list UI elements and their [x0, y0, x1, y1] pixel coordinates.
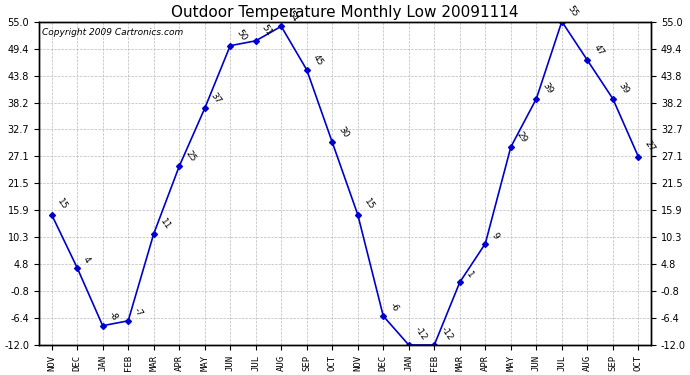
- Text: 37: 37: [209, 91, 223, 106]
- Text: 55: 55: [566, 4, 580, 19]
- Text: 54: 54: [286, 9, 299, 24]
- Text: 39: 39: [540, 81, 555, 96]
- Text: 25: 25: [184, 149, 197, 164]
- Text: 9: 9: [489, 231, 500, 241]
- Text: 27: 27: [642, 140, 656, 154]
- Text: -12: -12: [413, 325, 428, 342]
- Text: 15: 15: [56, 197, 70, 212]
- Text: 4: 4: [81, 255, 92, 265]
- Text: -7: -7: [132, 306, 145, 318]
- Text: 30: 30: [337, 125, 351, 140]
- Text: 51: 51: [260, 24, 274, 38]
- Text: 15: 15: [362, 197, 376, 212]
- Text: 1: 1: [464, 270, 475, 279]
- Text: -6: -6: [387, 301, 400, 313]
- Text: 29: 29: [515, 130, 529, 144]
- Text: -8: -8: [107, 310, 119, 323]
- Text: -12: -12: [438, 325, 454, 342]
- Text: 11: 11: [158, 217, 172, 231]
- Text: 47: 47: [591, 43, 605, 57]
- Text: Copyright 2009 Cartronics.com: Copyright 2009 Cartronics.com: [42, 28, 184, 37]
- Text: 39: 39: [617, 81, 631, 96]
- Title: Outdoor Temperature Monthly Low 20091114: Outdoor Temperature Monthly Low 20091114: [171, 5, 519, 20]
- Text: 45: 45: [311, 53, 325, 67]
- Text: 50: 50: [235, 28, 248, 43]
